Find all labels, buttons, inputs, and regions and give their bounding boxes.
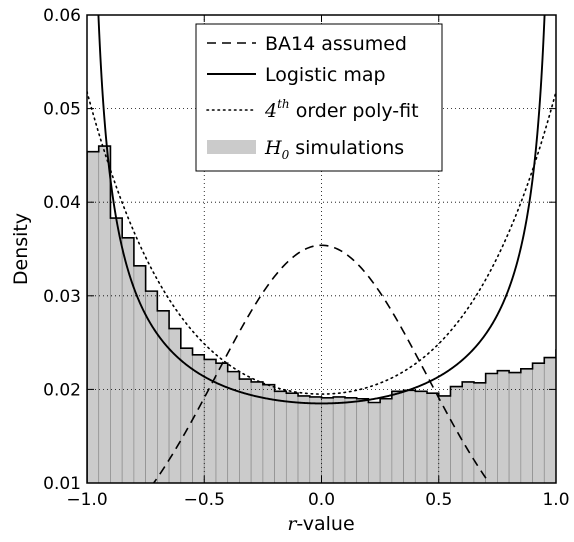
y-tick-labels: 0.01 0.02 0.03 0.04 0.05 0.06 xyxy=(43,6,81,494)
histogram-bar xyxy=(485,373,498,483)
histogram-bars xyxy=(87,145,574,483)
histogram-bar xyxy=(98,145,111,483)
histogram-bar xyxy=(473,382,487,483)
histogram-bar xyxy=(332,396,346,483)
axis-ticks xyxy=(86,14,557,484)
y-tick-label: 0.06 xyxy=(43,6,81,26)
histogram-bar xyxy=(133,265,146,483)
histogram-step-outline xyxy=(87,145,556,483)
legend: BA14 assumed Logistic map 4th order poly… xyxy=(195,23,443,172)
histogram-bar xyxy=(285,392,299,483)
histogram-bar xyxy=(356,398,369,483)
histogram-bar xyxy=(497,370,510,483)
x-tick-label: 0.0 xyxy=(308,490,335,510)
legend-ba14-label: BA14 assumed xyxy=(265,33,407,55)
histogram-bar xyxy=(520,368,533,483)
logistic-map-line xyxy=(97,15,546,405)
histogram-bar xyxy=(321,397,334,483)
histogram-bar xyxy=(121,237,135,483)
histogram-bar xyxy=(461,381,475,483)
histogram-bar xyxy=(414,390,428,483)
histogram-bar xyxy=(426,392,440,483)
histogram-bar xyxy=(87,151,100,483)
histogram-bar xyxy=(110,217,123,483)
histogram-bar xyxy=(368,402,381,483)
histogram-bar xyxy=(379,398,393,483)
histogram-bar xyxy=(297,395,311,483)
x-tick-labels: −1.0 −0.5 0.0 0.5 1.0 xyxy=(66,490,569,510)
poly-fit-line xyxy=(87,90,556,395)
histogram-bar xyxy=(543,357,556,483)
x-tick-label: −1.0 xyxy=(66,490,107,510)
histogram-bar xyxy=(450,386,463,483)
legend-logistic-label: Logistic map xyxy=(265,64,386,86)
x-tick-label: 0.5 xyxy=(425,490,452,510)
histogram-bar xyxy=(274,390,287,483)
legend-h0-label: H0 simulations xyxy=(264,137,404,162)
y-axis-label: Density xyxy=(10,213,32,285)
x-axis-label: r-value xyxy=(287,513,354,535)
histogram-bar xyxy=(532,362,545,483)
histogram-bar xyxy=(309,396,322,483)
y-tick-label: 0.01 xyxy=(43,474,81,494)
histogram-bar xyxy=(344,397,358,483)
y-tick-label: 0.03 xyxy=(43,287,81,307)
legend-h0-swatch xyxy=(207,140,256,154)
histogram-bar xyxy=(403,389,416,483)
histogram-bar xyxy=(555,349,556,483)
x-tick-label: −0.5 xyxy=(184,490,225,510)
histogram-bar xyxy=(215,362,229,483)
y-tick-label: 0.02 xyxy=(43,380,81,400)
y-tick-label: 0.04 xyxy=(43,193,81,213)
ba14-assumed-line xyxy=(152,244,491,483)
histogram-bar xyxy=(391,390,404,483)
y-tick-label: 0.05 xyxy=(43,100,81,120)
legend-poly-label: 4th order poly-fit xyxy=(264,97,419,122)
histogram-bar xyxy=(568,341,574,483)
x-tick-label: 1.0 xyxy=(542,490,569,510)
